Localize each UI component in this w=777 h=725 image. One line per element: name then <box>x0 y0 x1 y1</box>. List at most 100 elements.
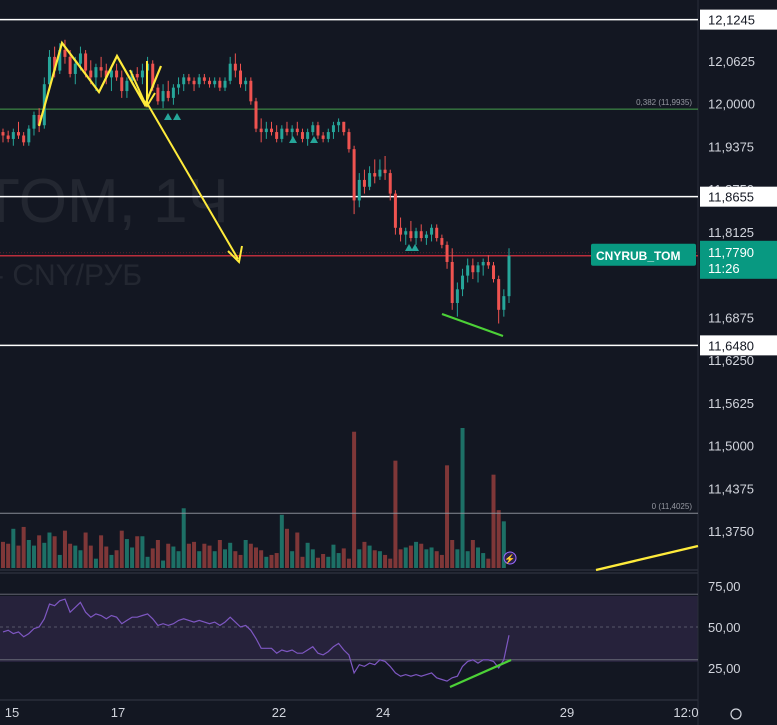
volume-bar <box>346 558 351 568</box>
candle-body <box>476 265 480 273</box>
candle-body <box>300 132 304 139</box>
candle-body <box>161 91 165 102</box>
buy-signal-triangle <box>173 113 181 120</box>
volume-bar <box>233 551 238 568</box>
candle-body <box>6 135 10 139</box>
volume-bar <box>429 547 434 568</box>
candle-body <box>22 135 26 143</box>
volume-bar <box>377 551 382 568</box>
current-price-value: 11,7790 <box>708 245 754 260</box>
volume-bar <box>310 549 315 568</box>
date-tick-label: 22 <box>272 705 286 720</box>
volume-bar <box>460 428 465 568</box>
watermark-title: TOM, 1Ч <box>0 167 229 236</box>
fib-label-0: 0,382 (11,9935) <box>636 98 692 107</box>
candle-body <box>254 101 258 129</box>
candle-body <box>120 77 124 92</box>
volume-bar <box>104 546 109 568</box>
candle-body <box>445 244 449 262</box>
candle-body <box>419 231 423 239</box>
candle-body <box>58 50 62 71</box>
price-axis[interactable]: 12,062512,000011,937511,875011,812511,68… <box>708 54 755 676</box>
candle-body <box>275 132 279 139</box>
volume-bar <box>223 549 228 568</box>
volume-bar <box>279 514 284 568</box>
volume-bar <box>52 536 57 568</box>
axis-settings-icon[interactable] <box>730 708 742 720</box>
candle-body <box>352 149 356 201</box>
volume-bar <box>1 541 5 568</box>
volume-bar <box>11 528 16 568</box>
volume-bar <box>439 554 444 568</box>
candle-body <box>68 56 72 74</box>
candle-body <box>213 80 217 85</box>
price-tick-label: 11,8125 <box>708 225 754 240</box>
drawings[interactable] <box>37 40 699 689</box>
volume-bar <box>465 551 470 568</box>
candle-body <box>362 179 366 187</box>
candle-body <box>269 128 273 133</box>
rsi-line <box>2 598 510 682</box>
volume-bar <box>26 540 31 568</box>
candle-body <box>285 128 289 133</box>
volume-bar <box>150 548 155 568</box>
volume-bar <box>171 546 176 568</box>
volume-bar <box>16 545 21 568</box>
volume-bar <box>269 554 274 568</box>
volume-bar <box>383 554 388 568</box>
candle-body <box>140 70 144 78</box>
price-tick-label: 11,3750 <box>708 524 754 539</box>
volume-bar <box>367 545 372 568</box>
buy-signal-triangle <box>411 244 419 251</box>
volume-bar <box>155 540 160 568</box>
volume-bar <box>124 539 129 568</box>
volume-bar <box>135 536 140 568</box>
candle-body <box>27 128 31 143</box>
volume-bar <box>284 528 289 568</box>
volume-bar <box>243 540 248 568</box>
rsi-band <box>0 596 698 662</box>
candle-body <box>171 87 175 98</box>
fib-label-1: 0 (11,4025) <box>652 502 693 511</box>
candle-body <box>409 231 413 239</box>
candle-body <box>486 261 490 266</box>
volume-bar <box>42 542 47 568</box>
price-tick-label: 11,9375 <box>708 139 754 154</box>
volume-bar <box>274 553 279 568</box>
level-price-label-box <box>700 335 777 356</box>
volume-bar <box>470 540 475 568</box>
volume-bar <box>99 535 104 568</box>
date-axis[interactable]: 15 17 22 24 29 12:0 <box>5 705 742 720</box>
watermark-subtitle: - CNY/РУБ <box>0 259 142 292</box>
candle-body <box>239 70 243 85</box>
candle-body <box>125 80 129 92</box>
volume-bar <box>202 543 207 568</box>
volume-bar <box>300 556 305 568</box>
level-price-label: 12,1245 <box>708 13 755 28</box>
candle-body <box>290 128 294 133</box>
volume-bar <box>357 549 362 568</box>
target-arrow-head <box>227 245 243 265</box>
volume-bar <box>259 550 264 568</box>
volume-bar <box>501 521 506 568</box>
candle-body <box>455 289 459 303</box>
horizontal-levels[interactable]: 0,382 (11,9935) 0 (11,4025) <box>0 18 698 514</box>
candle-body <box>306 132 310 139</box>
vertical-arrow-head <box>138 92 156 108</box>
candle-body <box>414 231 418 239</box>
date-tick-label: 24 <box>376 705 390 720</box>
buy-signal-triangle <box>289 136 297 143</box>
volume-bar <box>362 541 367 568</box>
volume-bar <box>372 550 377 568</box>
candle-body <box>461 275 465 290</box>
volume-bar <box>68 543 73 568</box>
candle-body <box>378 169 382 177</box>
candle-body <box>244 80 248 85</box>
candle-body <box>233 63 237 71</box>
candle-body <box>497 279 501 310</box>
volume-bar <box>93 558 98 568</box>
candle-body <box>471 265 475 273</box>
candle-body <box>192 80 196 85</box>
target-arrow-shaft <box>146 102 239 260</box>
